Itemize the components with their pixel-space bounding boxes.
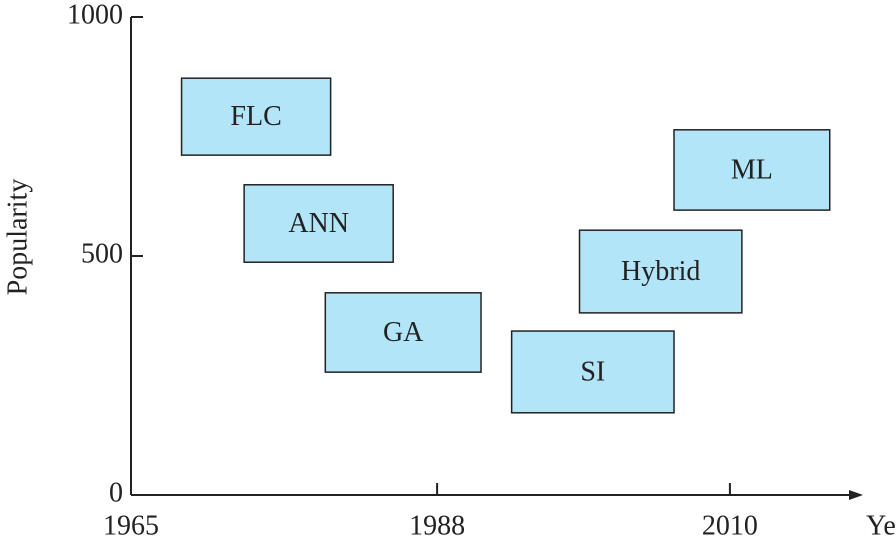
y-tick-label: 1000 <box>67 0 123 30</box>
range-box <box>510 330 675 414</box>
range-box <box>180 77 332 156</box>
box-label: ANN <box>288 208 349 239</box>
range-box <box>578 229 743 314</box>
y-axis-label: Popularity <box>2 179 33 296</box>
x-axis-arrow <box>849 490 863 500</box>
box-label: SI <box>580 356 605 387</box>
x-tick-label: 1965 <box>103 510 159 541</box>
range-box <box>243 184 394 263</box>
box-label: FLC <box>230 101 281 132</box>
x-tick-label: 2010 <box>702 510 758 541</box>
box-label: ML <box>731 154 773 185</box>
y-tick-label: 0 <box>109 477 123 508</box>
y-tick-label: 500 <box>81 238 123 269</box>
x-axis-label: Year <box>866 510 896 541</box>
x-tick-label: 1988 <box>409 510 465 541</box>
range-box <box>324 292 482 373</box>
box-label: GA <box>383 317 424 348</box>
range-box <box>673 129 831 211</box>
box-label: Hybrid <box>621 256 700 287</box>
